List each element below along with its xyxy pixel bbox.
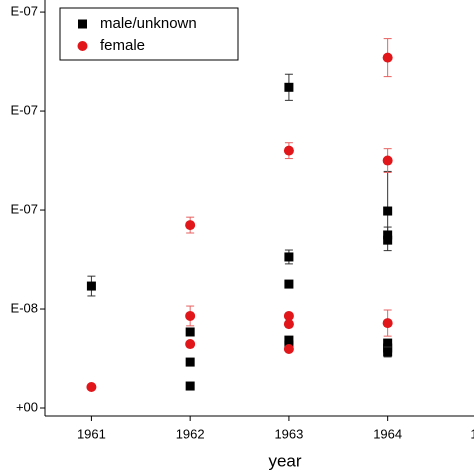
point xyxy=(383,338,393,348)
point xyxy=(284,335,294,345)
y-tick-label: E-08 xyxy=(11,300,38,315)
point xyxy=(383,347,393,357)
legend-box xyxy=(59,7,239,61)
x-axis-label: year xyxy=(268,451,301,470)
x-tick-label: 1 xyxy=(470,426,474,441)
point xyxy=(185,220,196,231)
point xyxy=(382,155,393,166)
legend-label: female xyxy=(100,37,145,54)
point xyxy=(86,382,97,393)
x-tick-label: 1962 xyxy=(176,426,205,441)
legend-label: male/unknown xyxy=(100,15,197,32)
legend-marker xyxy=(78,19,87,29)
y-tick-label: E-07 xyxy=(11,4,38,19)
y-tick-label: E-07 xyxy=(11,102,38,117)
point xyxy=(284,252,294,262)
y-tick-label: E-07 xyxy=(11,201,38,216)
point xyxy=(383,230,393,240)
point xyxy=(86,281,96,291)
point xyxy=(283,310,294,321)
point xyxy=(382,318,393,329)
point xyxy=(284,82,294,92)
y-tick-label: +00 xyxy=(16,399,38,414)
point xyxy=(283,145,294,156)
legend-marker xyxy=(77,41,88,51)
point xyxy=(185,310,196,321)
point xyxy=(283,319,294,330)
point xyxy=(185,339,196,350)
point xyxy=(185,327,195,337)
point xyxy=(185,381,195,391)
point xyxy=(383,206,393,216)
point xyxy=(382,52,393,63)
x-tick-label: 1964 xyxy=(373,426,402,441)
point xyxy=(284,279,294,289)
x-tick-label: 1963 xyxy=(274,426,303,441)
point xyxy=(185,357,195,367)
point xyxy=(383,235,393,245)
point xyxy=(283,344,294,355)
x-tick-label: 1961 xyxy=(77,426,106,441)
